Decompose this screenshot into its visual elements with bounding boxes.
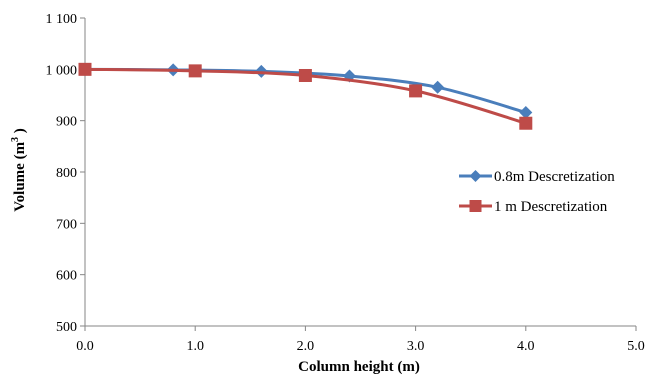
legend-marker-square [469, 200, 482, 212]
y-tick-label: 600 [56, 269, 77, 284]
series-group [78, 62, 533, 130]
data-point-square [188, 64, 202, 78]
y-tick-label: 800 [56, 166, 77, 181]
y-tick-label: 500 [56, 320, 77, 335]
data-point-diamond [431, 80, 445, 94]
x-axis-title: Column height (m) [298, 359, 420, 375]
y-tick-label: 1 100 [46, 12, 78, 27]
x-tick-label: 5.0 [627, 339, 645, 354]
data-point-square [298, 68, 312, 82]
y-axis-title-prefix: Volume (m [12, 141, 28, 211]
series-1 [78, 62, 533, 130]
y-axis-title-group: Volume (m3 ) [10, 128, 28, 212]
legend-label-1: 1 m Descretization [494, 199, 608, 215]
legend-entry-0: 0.8m Descretization [459, 169, 615, 185]
y-tick-label: 700 [56, 217, 77, 232]
data-point-square [519, 116, 533, 130]
y-axis-title: Volume (m3 ) [10, 128, 28, 212]
data-point-diamond [519, 105, 533, 119]
y-tick-label: 1 000 [46, 63, 78, 78]
x-tick-label: 3.0 [407, 339, 425, 354]
x-tick-label: 2.0 [297, 339, 315, 354]
y-axis-title-superscript: 3 [10, 137, 21, 142]
legend-label-0: 0.8m Descretization [494, 169, 615, 185]
legend-entry-1: 1 m Descretization [459, 199, 608, 215]
legend-marker-diamond [469, 170, 482, 182]
y-tick-label: 900 [56, 115, 77, 130]
data-point-square [78, 62, 92, 76]
y-ticks: 500 600 700 800 900 1 000 1 100 [46, 12, 85, 335]
x-tick-label: 4.0 [517, 339, 535, 354]
legend: 0.8m Descretization 1 m Descretization [459, 169, 615, 215]
data-point-square [409, 84, 423, 98]
x-ticks: 0.0 1.0 2.0 3.0 4.0 5.0 [76, 326, 645, 354]
y-axis-title-suffix: ) [12, 128, 28, 137]
x-tick-label: 1.0 [186, 339, 204, 354]
x-tick-label: 0.0 [76, 339, 94, 354]
